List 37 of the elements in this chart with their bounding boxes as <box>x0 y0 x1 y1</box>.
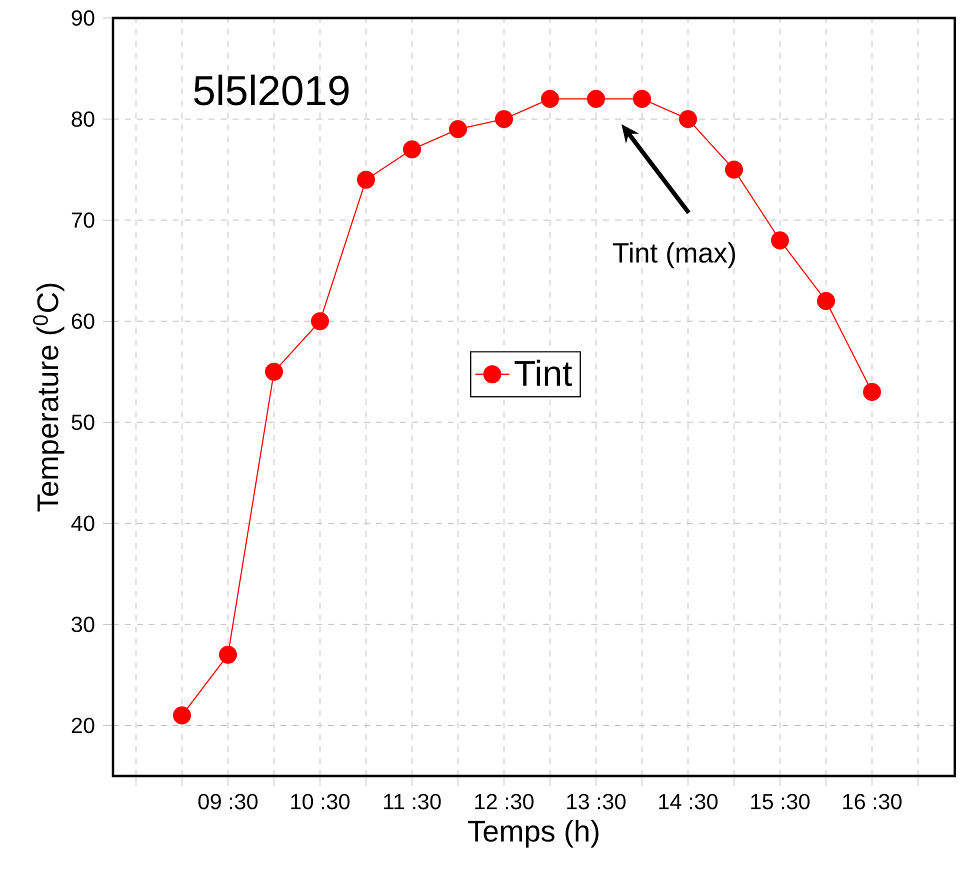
point <box>173 706 191 724</box>
point <box>863 382 882 401</box>
point <box>403 140 422 158</box>
point <box>219 646 237 664</box>
x-tick-label: 16 :30 <box>843 794 902 810</box>
annotation: Tint (max) <box>612 242 735 268</box>
x-axis-title: Temps (h) <box>468 820 598 848</box>
point <box>771 231 790 250</box>
point <box>817 292 836 310</box>
x-tick-label: 14 :30 <box>659 794 718 810</box>
y-tick-label: 90 <box>72 10 94 26</box>
point <box>495 110 514 128</box>
y-tick-label: 40 <box>71 516 94 532</box>
x-tick-label: 13 :30 <box>567 794 626 810</box>
y-axis-title: Temperature ($^{0}$C) <box>33 284 64 512</box>
x-tick-label: 15 :30 <box>751 794 810 810</box>
annotation: 5l5l2019 <box>194 74 349 106</box>
y-tick-label: 30 <box>72 616 94 632</box>
point <box>541 90 560 108</box>
point <box>265 362 283 381</box>
y-tick-label: 20 <box>72 718 94 734</box>
point <box>449 120 468 138</box>
legend-label: Tint <box>514 360 572 386</box>
y-tick-label: 60 <box>72 313 94 329</box>
x-tick-label: 09 :30 <box>198 794 258 810</box>
x-tick-label: 11 :30 <box>384 794 441 810</box>
point <box>679 110 698 128</box>
y-tick-label: 80 <box>72 111 94 127</box>
point <box>587 90 606 108</box>
point <box>725 160 744 179</box>
point <box>311 312 330 330</box>
x-tick-label: 12 :30 <box>475 794 534 810</box>
point <box>633 90 652 108</box>
point <box>357 170 376 189</box>
y-tick-label: 70 <box>72 212 94 228</box>
y-tick-label: 50 <box>72 414 94 430</box>
x-tick-label: 10 :30 <box>291 794 350 810</box>
